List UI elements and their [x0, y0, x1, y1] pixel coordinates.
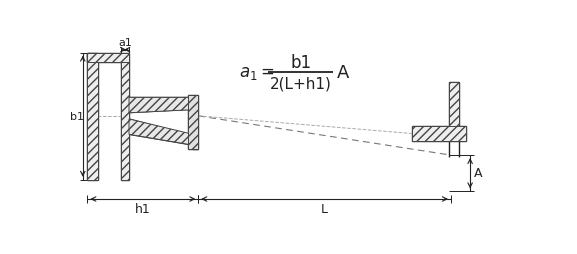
Text: A: A [337, 64, 349, 82]
Polygon shape [449, 83, 459, 130]
Text: h1: h1 [135, 202, 151, 215]
Polygon shape [129, 98, 193, 113]
Text: a1: a1 [118, 38, 132, 48]
Text: 2(L+h1): 2(L+h1) [270, 76, 332, 91]
Polygon shape [88, 54, 98, 180]
Polygon shape [121, 63, 129, 180]
Text: $a_1=$: $a_1=$ [239, 64, 275, 82]
Polygon shape [88, 54, 129, 63]
Text: A: A [474, 167, 482, 180]
Text: L: L [321, 202, 328, 215]
Text: b1: b1 [70, 112, 84, 121]
Polygon shape [129, 119, 193, 146]
Text: b1: b1 [290, 54, 311, 72]
Polygon shape [413, 126, 466, 142]
Polygon shape [188, 96, 198, 149]
